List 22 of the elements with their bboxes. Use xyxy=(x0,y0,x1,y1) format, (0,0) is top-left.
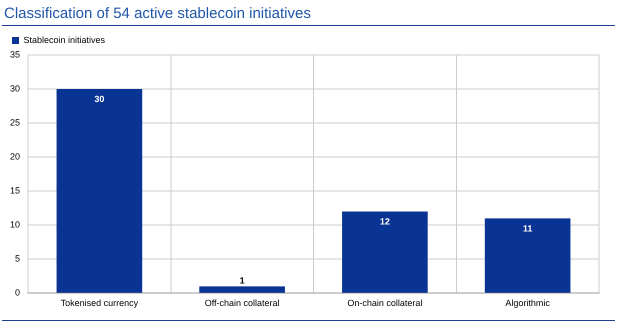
bar xyxy=(56,89,142,293)
y-tick-label: 35 xyxy=(10,49,20,60)
data-label: 1 xyxy=(240,275,245,286)
y-tick-label: 20 xyxy=(10,152,20,162)
legend-label: Stablecoin initiatives xyxy=(24,34,106,45)
y-tick-label: 30 xyxy=(10,84,20,94)
bar xyxy=(484,218,570,293)
y-tick-label: 15 xyxy=(10,186,20,196)
bar xyxy=(342,212,428,293)
y-tick-label: 10 xyxy=(10,220,20,230)
x-tick-label: On-chain collateral xyxy=(347,298,422,308)
y-tick-label: 25 xyxy=(10,118,20,128)
x-tick-label: Tokenised currency xyxy=(60,298,139,308)
y-tick-label: 0 xyxy=(14,288,20,298)
bar xyxy=(199,286,285,293)
data-label: 12 xyxy=(380,216,390,227)
data-label: 30 xyxy=(94,94,104,104)
y-tick-label: 5 xyxy=(14,254,20,264)
x-tick-label: Off-chain collateral xyxy=(204,298,280,308)
data-label: 11 xyxy=(522,223,532,234)
chart-title: Classification of 54 active stablecoin initiatives xyxy=(3,4,312,24)
x-tick-label: Algorithmic xyxy=(505,298,550,308)
